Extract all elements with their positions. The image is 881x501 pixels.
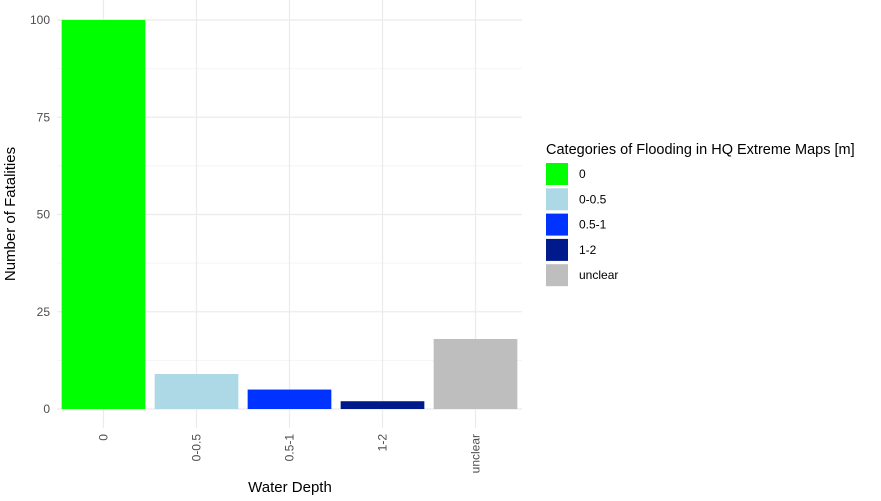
legend-key-unclear <box>546 264 568 287</box>
legend-key-0-0.5 <box>546 188 568 211</box>
legend-key-0 <box>546 163 568 185</box>
legend-key-0.5-1 <box>546 213 568 236</box>
legend-key-1-2 <box>546 238 568 261</box>
x-axis-label: Water Depth <box>248 479 332 496</box>
legend-label: unclear <box>579 268 618 282</box>
bar-0 <box>61 20 146 409</box>
y-tick-label: 100 <box>30 13 50 27</box>
bar-0-0.5 <box>154 373 239 409</box>
x-tick-label: 0-0.5 <box>190 434 204 462</box>
y-tick-labels: 0 25 50 75 100 <box>30 13 50 416</box>
legend-title: Categories of Flooding in HQ Extreme Map… <box>546 142 855 158</box>
y-axis-label: Number of Fatalities <box>2 147 19 281</box>
legend: Categories of Flooding in HQ Extreme Map… <box>546 142 855 287</box>
legend-label: 0.5-1 <box>579 218 607 232</box>
bar-unclear <box>433 338 518 409</box>
x-tick-label: 0 <box>97 434 111 441</box>
x-tick-label: 0.5-1 <box>283 434 297 462</box>
legend-label: 0 <box>579 167 586 181</box>
y-tick-label: 75 <box>37 110 51 124</box>
bars <box>61 20 518 409</box>
legend-label: 1-2 <box>579 243 597 257</box>
legend-label: 0-0.5 <box>579 192 607 206</box>
x-tick-labels: 0 0-0.5 0.5-1 1-2 unclear <box>97 434 483 474</box>
y-tick-label: 0 <box>43 402 50 416</box>
bar-1-2 <box>340 401 425 409</box>
y-tick-label: 25 <box>37 305 51 319</box>
y-tick-label: 50 <box>37 208 51 222</box>
bar-0.5-1 <box>247 389 332 409</box>
x-tick-label: 1-2 <box>376 434 390 452</box>
x-tick-label: unclear <box>469 434 483 473</box>
